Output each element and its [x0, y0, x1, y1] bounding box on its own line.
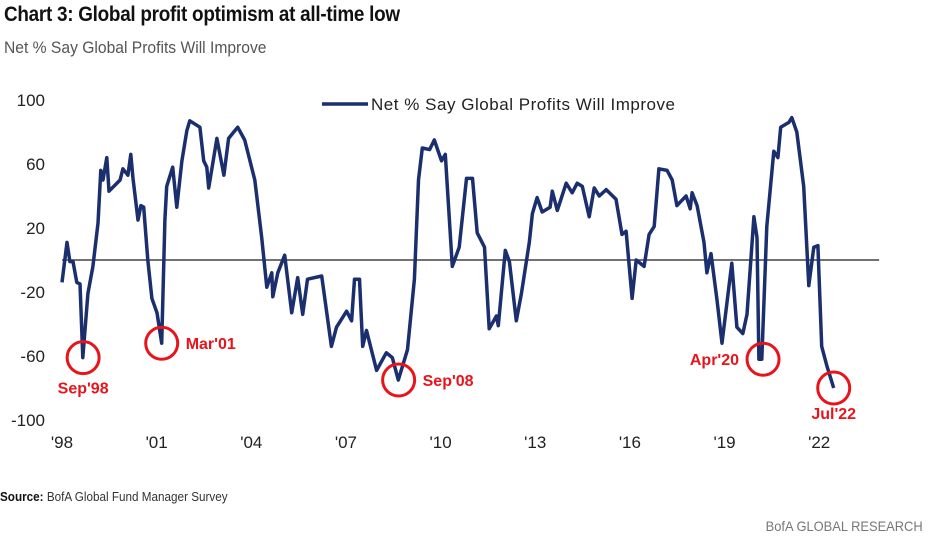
source-label: Source: [0, 489, 44, 504]
x-tick-label: '16 [619, 433, 641, 452]
y-tick-label: 100 [17, 91, 45, 110]
annotation-label: Apr'20 [690, 352, 739, 369]
annotation-label: Jul'22 [811, 406, 856, 423]
annotation-circle [144, 325, 180, 361]
legend: Net % Say Global Profits Will Improve [322, 95, 675, 114]
y-tick-label: -20 [20, 283, 45, 302]
y-tick-label: 60 [26, 155, 45, 174]
x-tick-label: '04 [240, 433, 262, 452]
x-tick-label: '10 [430, 433, 452, 452]
x-tick-label: '19 [713, 433, 735, 452]
annotation-circle [65, 340, 101, 376]
y-tick-label: 20 [26, 219, 45, 238]
source-note: Source: BofA Global Fund Manager Survey [0, 489, 228, 504]
brand-footer: BofA GLOBAL RESEARCH [765, 518, 923, 534]
chart-subtitle: Net % Say Global Profits Will Improve [4, 38, 267, 57]
annotation-label: Sep'08 [423, 373, 474, 390]
annotation-circle [381, 362, 417, 398]
x-tick-label: '98 [51, 433, 73, 452]
x-tick-label: '22 [808, 433, 830, 452]
chart-title: Chart 3: Global profit optimism at all-t… [4, 3, 400, 26]
x-tick-label: '01 [146, 433, 168, 452]
annotation-label: Mar'01 [186, 336, 236, 353]
y-tick-label: -60 [20, 347, 45, 366]
series-line [60, 115, 836, 389]
annotation-label: Sep'98 [58, 381, 109, 398]
source-text: BofA Global Fund Manager Survey [46, 489, 228, 504]
annotation-circle [816, 370, 852, 406]
legend-label: Net % Say Global Profits Will Improve [371, 95, 675, 114]
y-tick-label: -100 [11, 411, 45, 430]
annotation-circle [745, 341, 781, 377]
x-tick-label: '13 [524, 433, 546, 452]
x-tick-label: '07 [335, 433, 357, 452]
